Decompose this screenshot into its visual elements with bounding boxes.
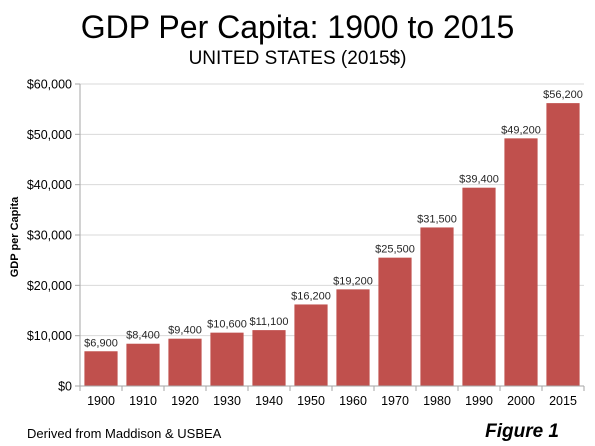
data-labels: $6,900$8,400 $9,400$10,600 $11,100$16,200$… (84, 89, 583, 349)
chart-title: GDP Per Capita: 1900 to 2015 (80, 9, 515, 45)
x-tick-label: 1960 (339, 394, 367, 408)
data-label: $11,100 (250, 316, 289, 328)
data-label: $16,200 (291, 290, 331, 302)
data-label: $19,200 (333, 275, 373, 287)
y-tick-label: $30,000 (27, 229, 72, 243)
x-tick-label: 1990 (465, 394, 493, 408)
x-tick-label: 1970 (381, 394, 409, 408)
y-axis-title: GDP per Capita (9, 196, 21, 277)
bar (420, 227, 454, 386)
data-label: $6,900 (84, 337, 118, 349)
bar (210, 332, 244, 386)
bar (168, 338, 202, 386)
x-tick-label: 1930 (213, 394, 241, 408)
gridlines (80, 83, 584, 337)
data-label: $25,500 (375, 244, 415, 256)
x-tick-label: 2000 (507, 394, 535, 408)
x-tick-label: 2015 (549, 394, 577, 408)
x-tick-label: 1940 (255, 394, 283, 408)
bar (126, 343, 160, 386)
bar (378, 257, 412, 386)
y-tick-label: $0 (58, 380, 72, 394)
x-tick-label: 1920 (171, 394, 199, 408)
bar (546, 103, 580, 387)
bar (252, 330, 286, 386)
bar (294, 304, 328, 386)
data-label: $56,200 (543, 89, 583, 101)
source-note: Derived from Maddison & USBEA (27, 426, 222, 441)
data-label: $39,400 (459, 174, 499, 186)
bars (84, 103, 580, 387)
data-label: $10,600 (207, 319, 247, 331)
y-tick-label: $60,000 (27, 78, 72, 92)
data-label: $9,400 (168, 325, 202, 337)
bar (84, 351, 118, 386)
bar (504, 138, 538, 386)
y-tick-label: $10,000 (27, 329, 72, 343)
y-tick-label: $50,000 (27, 128, 72, 142)
y-tick-label: $40,000 (27, 178, 72, 192)
x-tick-label: 1950 (297, 394, 325, 408)
data-label: $31,500 (417, 213, 457, 225)
y-tick-label: $20,000 (27, 279, 72, 293)
x-tick-label: 1900 (87, 394, 115, 408)
x-tick-label: 1980 (423, 394, 451, 408)
chart-subtitle: UNITED STATES (2015$) (188, 48, 407, 69)
bar (462, 187, 496, 386)
x-tick-label: 1910 (129, 394, 157, 408)
data-label: $8,400 (126, 330, 160, 342)
figure-label: Figure 1 (485, 421, 559, 442)
axes: $0 $10,000 $20,000 $30,000 $40,000 $50,000 $60… (27, 78, 585, 408)
data-label: $49,200 (501, 124, 541, 136)
bar (336, 289, 370, 386)
